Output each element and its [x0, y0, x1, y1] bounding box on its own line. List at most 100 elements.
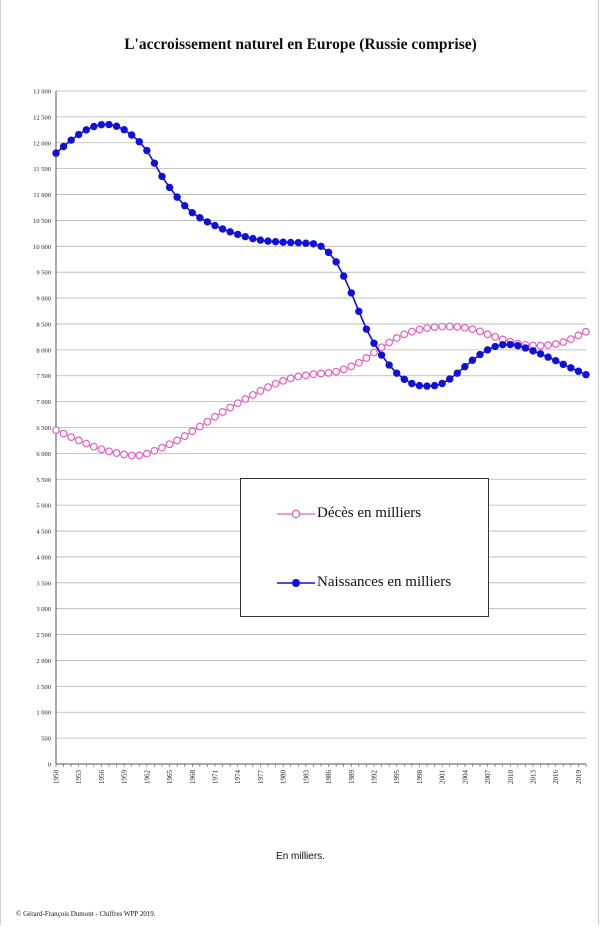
- deces-point: [460, 323, 469, 332]
- naissances-point: [309, 240, 318, 248]
- deces-point: [218, 408, 227, 416]
- naissances-point: [468, 356, 477, 364]
- naissances-point: [97, 120, 106, 129]
- y-tick-label: 9 500: [36, 270, 51, 277]
- y-tick-label: 3 500: [36, 580, 51, 587]
- deces-point: [203, 417, 212, 426]
- naissances-point: [499, 340, 507, 349]
- deces-point: [211, 412, 219, 421]
- naissances-point: [430, 381, 439, 390]
- deces-point: [301, 371, 310, 380]
- x-tick-label: 1968: [189, 770, 197, 785]
- naissances-point: [112, 122, 121, 130]
- deces-point: [256, 386, 265, 395]
- x-tick-label: 1992: [371, 770, 379, 785]
- x-tick-label: 1962: [143, 770, 151, 785]
- deces-point: [453, 323, 462, 331]
- y-tick-label: 1 500: [36, 684, 51, 691]
- y-tick-label: 3 000: [36, 606, 51, 613]
- deces-point: [400, 330, 409, 339]
- naissances-point: [552, 356, 560, 365]
- deces-point: [347, 362, 356, 371]
- chart-title: L'accroissement naturel en Europe (Russi…: [124, 36, 477, 53]
- naissances-point: [423, 382, 431, 390]
- deces-point: [377, 343, 386, 352]
- deces-point: [309, 370, 318, 379]
- deces-point: [271, 379, 280, 388]
- deces-point: [407, 327, 416, 336]
- deces-point: [226, 403, 235, 412]
- x-tick-label: 1965: [166, 770, 174, 785]
- y-tick-label: 8 000: [36, 347, 51, 354]
- deces-point: [324, 368, 333, 377]
- y-tick-label: 4 000: [36, 554, 51, 561]
- x-tick-label: 1980: [280, 770, 288, 785]
- deces-point: [248, 390, 257, 399]
- naissances-point: [256, 236, 265, 244]
- deces-point: [468, 325, 477, 334]
- y-tick-label: 12 500: [33, 114, 51, 121]
- y-tick-label: 0: [48, 762, 51, 769]
- x-tick-label: 1989: [348, 770, 356, 785]
- naissances-point: [400, 375, 408, 383]
- naissances-point: [165, 183, 174, 192]
- naissances-point: [582, 370, 590, 379]
- naissances-point: [120, 126, 128, 134]
- naissances-point: [514, 342, 522, 350]
- deces-point: [392, 334, 401, 342]
- deces-point: [279, 376, 288, 385]
- source-credit: © Gérard-François Dumont - Chiffres WPP …: [16, 910, 156, 918]
- y-tick-label: 9 000: [36, 296, 51, 303]
- naissances-point: [128, 131, 136, 139]
- x-tick-label: 1959: [121, 770, 129, 785]
- naissances-point: [393, 369, 401, 377]
- x-tick-label: 2013: [530, 770, 538, 785]
- deces-point: [536, 341, 545, 350]
- deces-point: [423, 324, 431, 333]
- naissances-point: [483, 346, 492, 354]
- deces-point: [195, 422, 204, 431]
- naissances-point: [476, 350, 484, 359]
- naissances-point: [287, 238, 295, 247]
- deces-point: [476, 327, 484, 336]
- deces-point: [135, 451, 144, 460]
- naissances-point: [415, 381, 424, 390]
- y-tick-label: 10 500: [33, 218, 51, 225]
- y-tick-label: 5 000: [36, 503, 51, 510]
- naissances-point: [340, 272, 348, 280]
- deces-point: [544, 341, 553, 350]
- naissances-point: [196, 214, 204, 222]
- deces-point: [150, 446, 159, 455]
- legend-swatch-deces: [277, 509, 315, 519]
- naissances-point: [332, 258, 340, 266]
- deces-point: [438, 322, 447, 331]
- legend-label-deces: Décès en milliers: [317, 505, 422, 521]
- deces-point: [574, 331, 583, 340]
- naissances-point: [567, 364, 575, 372]
- naissances-point: [226, 228, 234, 236]
- y-tick-label: 2 000: [36, 658, 51, 665]
- deces-point: [491, 333, 500, 341]
- x-tick-label: 2010: [507, 770, 515, 785]
- deces-point: [317, 369, 325, 378]
- deces-point: [294, 372, 303, 381]
- naissances-point: [529, 347, 537, 355]
- naissances-point: [173, 193, 181, 201]
- naissances-point: [158, 172, 166, 181]
- y-tick-label: 8 500: [36, 321, 51, 328]
- deces-point: [415, 325, 424, 334]
- deces-point: [582, 327, 590, 336]
- naissances-point: [385, 361, 393, 369]
- deces-point: [180, 432, 189, 440]
- naissances-point: [324, 248, 333, 257]
- deces-point: [97, 445, 106, 454]
- naissances-point: [52, 149, 60, 157]
- naissances-point: [355, 307, 363, 316]
- deces-point: [59, 429, 68, 438]
- naissances-point: [294, 238, 302, 247]
- naissances-point: [544, 353, 552, 361]
- y-tick-label: 5 500: [36, 477, 51, 484]
- deces-point: [142, 449, 151, 458]
- x-tick-label: 1983: [302, 770, 310, 785]
- deces-point: [385, 338, 394, 347]
